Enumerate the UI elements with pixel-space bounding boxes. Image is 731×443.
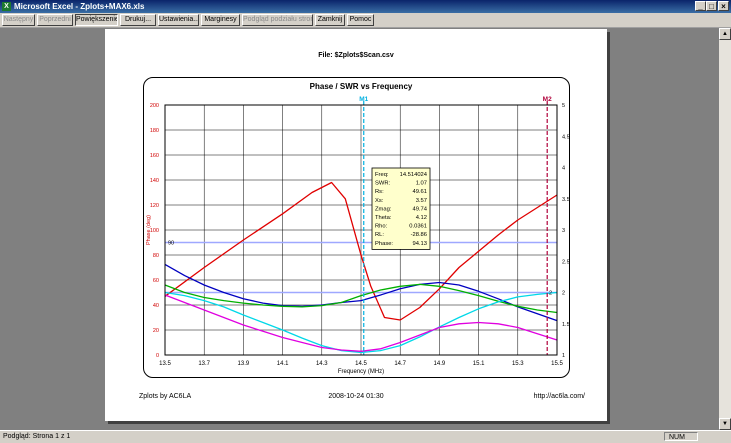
tooltip-value: 49.61 <box>412 189 427 195</box>
footer-center: 2008-10-24 01:30 <box>328 393 384 400</box>
tooltip-value: 0.0361 <box>409 224 427 230</box>
series-line-4 <box>164 294 558 352</box>
chart-axes <box>164 104 558 356</box>
scroll-up-icon[interactable]: ▲ <box>719 28 731 40</box>
y-tick-label: 120 <box>150 203 159 209</box>
status-text: Podgląd: Strona 1 z 1 <box>3 433 71 440</box>
tooltip-label: RL: <box>375 232 384 238</box>
x-tick-label: 14.3 <box>316 361 328 367</box>
tooltip-value: 94.13 <box>412 241 427 247</box>
x-tick-label: 13.5 <box>159 361 171 367</box>
y-tick-label: 80 <box>153 253 159 259</box>
x-tick-label: 14.7 <box>394 361 406 367</box>
margins-button[interactable]: Marginesy <box>201 14 240 26</box>
chart-tooltip: Freq: 14.514024 SWR: 1.07 Rs: 49.61 Xs: 3.57 Zma… <box>371 167 431 250</box>
y-tick-label: 200 <box>150 103 159 109</box>
help-button[interactable]: Pomoc <box>347 14 374 26</box>
chart-series <box>164 181 558 354</box>
tooltip-label: Rs: <box>375 189 384 195</box>
chart-frame: 13.5 13.7 13.9 14.1 14.3 14.5 14.7 14.9 15.1 15.3… <box>143 77 570 378</box>
vertical-scrollbar[interactable]: ▲ ▼ <box>719 28 731 430</box>
y-tick-label: 20 <box>153 328 159 334</box>
y-axis-label: Phase (deg) <box>146 215 152 245</box>
x-axis-label: Frequency (MHz) <box>338 369 384 375</box>
series-line-0 <box>164 181 558 321</box>
y2-tick-label: 4 <box>562 166 565 172</box>
print-preview-toolbar: Następny Poprzedni Powiększenie Drukuj..… <box>0 13 731 28</box>
tooltip-box <box>371 167 431 250</box>
tooltip-label: Zmag: <box>375 206 392 212</box>
x-tick-label: 14.1 <box>277 361 289 367</box>
y2-tick-label: 2 <box>562 291 565 297</box>
y2-tick-label: 3.5 <box>562 197 570 203</box>
tooltip-value: 1.07 <box>416 181 427 187</box>
series-line-1 <box>164 263 558 322</box>
x-tick-label: 13.9 <box>238 361 250 367</box>
y-tick-label: 160 <box>150 153 159 159</box>
plot-area-border <box>164 104 558 356</box>
marker-label: M1 <box>359 96 368 103</box>
zoom-button[interactable]: Powiększenie <box>75 14 118 26</box>
ref-line-label: 90 <box>168 241 174 247</box>
y-tick-label: 60 <box>153 278 159 284</box>
excel-icon[interactable]: X <box>2 2 11 11</box>
setup-button[interactable]: Ustawienia... <box>158 14 199 26</box>
status-bar: Podgląd: Strona 1 z 1 NUM <box>0 430 731 443</box>
chart: 13.5 13.7 13.9 14.1 14.3 14.5 14.7 14.9 15.1 15.3… <box>146 82 570 375</box>
y-tick-label: 100 <box>150 228 159 234</box>
x-tick-label: 15.3 <box>512 361 524 367</box>
file-label: File: $Zplots$Scan.csv <box>318 52 394 59</box>
y-tick-label: 0 <box>156 353 159 359</box>
tooltip-value: 49.74 <box>412 206 427 212</box>
minimize-button[interactable]: _ <box>695 1 706 11</box>
close-button[interactable]: × <box>718 1 729 11</box>
x-tick-label: 13.7 <box>198 361 210 367</box>
x-tick-label: 15.1 <box>473 361 485 367</box>
maximize-button[interactable]: □ <box>706 1 717 11</box>
y-tick-label: 40 <box>153 303 159 309</box>
y2-tick-label: 1 <box>562 353 565 359</box>
tooltip-label: SWR: <box>375 181 391 187</box>
chart-title: Phase / SWR vs Frequency <box>310 82 413 91</box>
scroll-down-icon[interactable]: ▼ <box>719 418 731 430</box>
x-tick-label: 15.5 <box>551 361 563 367</box>
tooltip-label: Rho: <box>375 224 388 230</box>
previous-button[interactable]: Poprzedni <box>37 14 73 26</box>
y2-tick-label: 3 <box>562 228 565 234</box>
y-tick-label: 180 <box>150 128 159 134</box>
series-line-2 <box>164 283 558 314</box>
footer-right: http://ac6la.com/ <box>533 393 585 400</box>
page-break-preview-button[interactable]: Podgląd podziału stron <box>242 14 313 26</box>
title-bar: X Microsoft Excel - Zplots+MAX6.xls _ □ … <box>0 0 731 13</box>
series-line-3 <box>164 291 558 354</box>
print-button[interactable]: Drukuj... <box>120 14 156 26</box>
next-button[interactable]: Następny <box>2 14 35 26</box>
ref-line-label: 2 <box>549 291 552 297</box>
chart-markers <box>363 101 548 355</box>
chart-labels: 13.5 13.7 13.9 14.1 14.3 14.5 14.7 14.9 15.1 15.3… <box>146 82 570 375</box>
chart-ref-lines <box>165 241 557 294</box>
x-tick-label: 14.9 <box>434 361 446 367</box>
y2-tick-label: 2.5 <box>562 259 570 265</box>
footer-left: Zplots by AC6LA <box>139 393 192 400</box>
tooltip-label: Theta: <box>375 215 392 221</box>
tooltip-label: Phase: <box>375 241 393 247</box>
x-tick-label: 14.5 <box>355 361 367 367</box>
marker-label: M2 <box>543 96 552 103</box>
window-title: Microsoft Excel - Zplots+MAX6.xls <box>14 2 145 11</box>
tooltip-value: 4.12 <box>416 215 427 221</box>
y2-tick-label: 4.5 <box>562 134 570 140</box>
y-tick-label: 140 <box>150 178 159 184</box>
num-lock-indicator: NUM <box>664 432 698 441</box>
preview-page: File: $Zplots$Scan.csv 13.5 13.7 13.9 14.1 1… <box>105 29 607 421</box>
y2-tick-label: 5 <box>562 103 565 109</box>
tooltip-value: -28.86 <box>411 232 427 238</box>
y2-tick-label: 1.5 <box>562 322 570 328</box>
close-preview-button[interactable]: Zamknij <box>315 14 345 26</box>
tooltip-label: Xs: <box>375 198 384 204</box>
tooltip-label: Freq: <box>375 172 389 178</box>
tooltip-value: 3.57 <box>416 198 427 204</box>
tooltip-value: 14.514024 <box>400 172 428 178</box>
y2-axis-label: SWR <box>567 224 570 237</box>
